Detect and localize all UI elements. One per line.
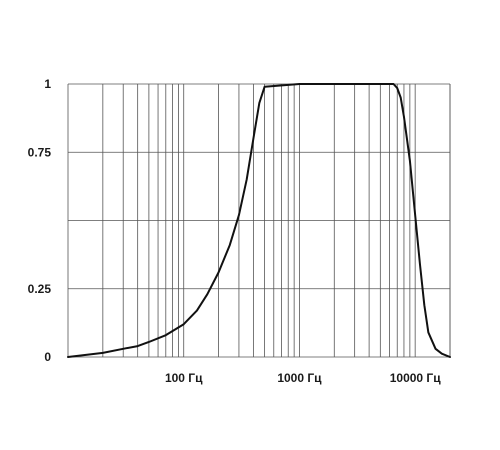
x-tick-label: 1000 Гц bbox=[277, 371, 322, 385]
series-line bbox=[67, 83, 451, 358]
y-tick-label: 0 bbox=[44, 350, 51, 364]
y-tick-label: 0.25 bbox=[28, 282, 52, 296]
x-tick-label: 100 Гц bbox=[165, 371, 203, 385]
grid-lines bbox=[67, 83, 451, 358]
y-tick-label: 0.75 bbox=[28, 145, 52, 159]
curve-layer bbox=[67, 83, 451, 358]
x-tick-label: 10000 Гц bbox=[390, 371, 442, 385]
y-tick-label: 1 bbox=[44, 77, 51, 91]
tick-labels: 0 0.25 0.75 1 100 Гц 1000 Гц 10000 Гц bbox=[28, 77, 442, 385]
